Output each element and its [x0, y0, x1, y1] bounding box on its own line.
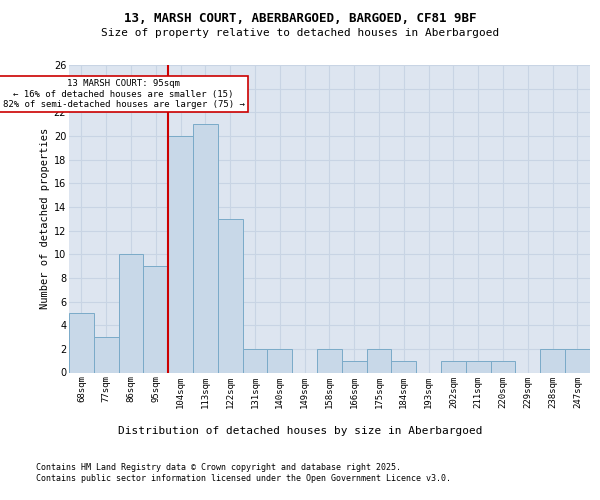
Bar	[367, 349, 391, 372]
Bar	[193, 124, 218, 372]
Bar	[391, 360, 416, 372]
Text: 13, MARSH COURT, ABERBARGOED, BARGOED, CF81 9BF: 13, MARSH COURT, ABERBARGOED, BARGOED, C…	[124, 12, 476, 26]
Bar	[268, 349, 292, 372]
Bar	[466, 360, 491, 372]
Text: Contains HM Land Registry data © Crown copyright and database right 2025.: Contains HM Land Registry data © Crown c…	[36, 462, 401, 471]
Bar	[69, 314, 94, 372]
Bar	[242, 349, 268, 372]
Bar	[441, 360, 466, 372]
Bar	[342, 360, 367, 372]
Bar	[168, 136, 193, 372]
Y-axis label: Number of detached properties: Number of detached properties	[40, 128, 50, 310]
Text: 13 MARSH COURT: 95sqm
← 16% of detached houses are smaller (15)
82% of semi-deta: 13 MARSH COURT: 95sqm ← 16% of detached …	[2, 79, 244, 109]
Text: Distribution of detached houses by size in Aberbargoed: Distribution of detached houses by size …	[118, 426, 482, 436]
Bar	[540, 349, 565, 372]
Bar	[94, 337, 119, 372]
Bar	[143, 266, 168, 372]
Bar	[119, 254, 143, 372]
Bar	[491, 360, 515, 372]
Text: Contains public sector information licensed under the Open Government Licence v3: Contains public sector information licen…	[36, 474, 451, 483]
Text: Size of property relative to detached houses in Aberbargoed: Size of property relative to detached ho…	[101, 28, 499, 38]
Bar	[218, 219, 242, 372]
Bar	[565, 349, 590, 372]
Bar	[317, 349, 342, 372]
